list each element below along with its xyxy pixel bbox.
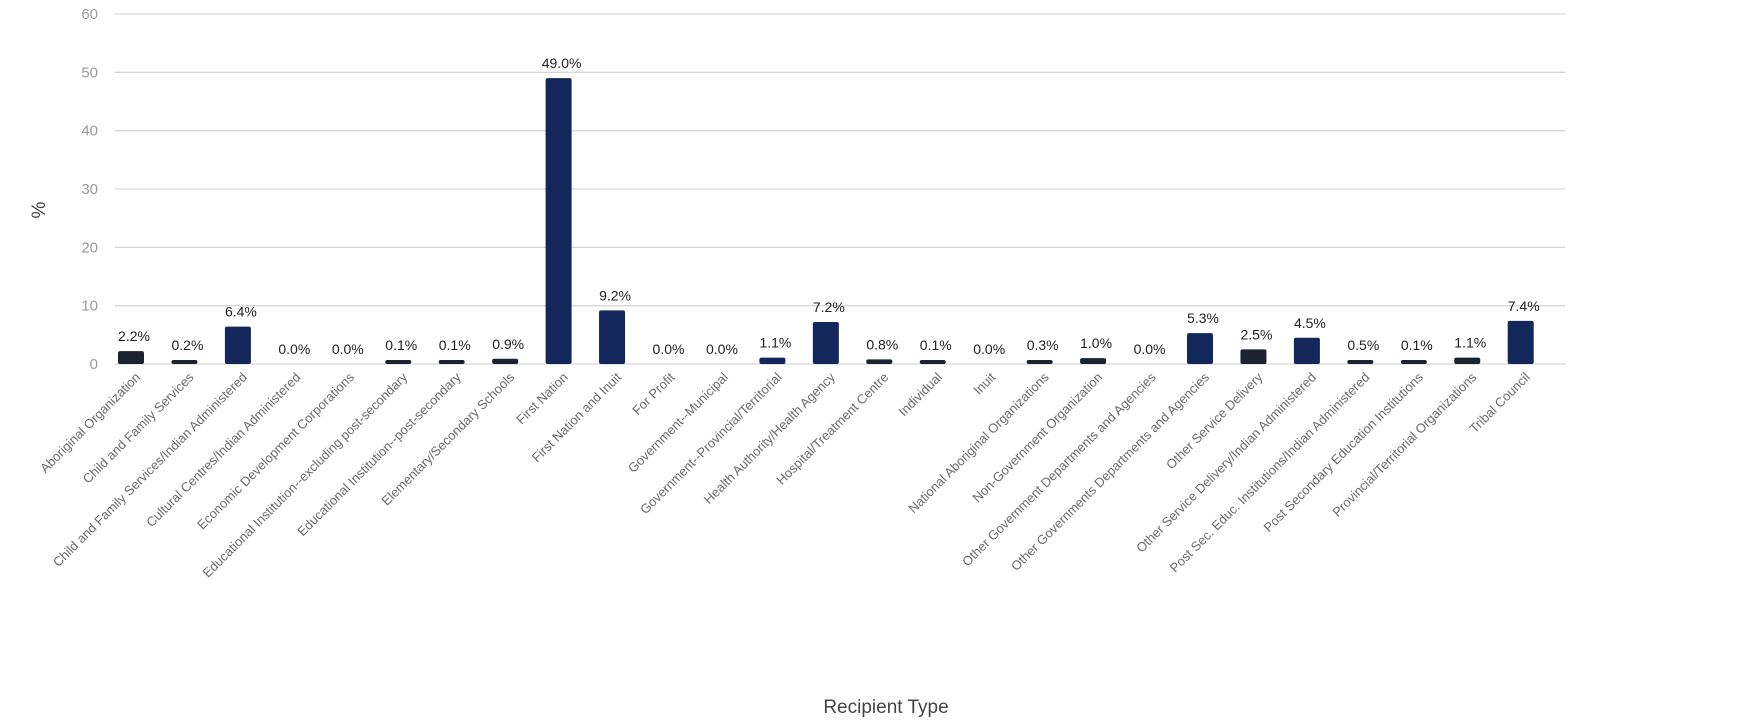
y-tick-label: 30 bbox=[81, 181, 98, 198]
data-label: 0.0% bbox=[653, 341, 685, 357]
data-label: 0.1% bbox=[439, 337, 471, 353]
x-tick-label: Inuit bbox=[970, 369, 998, 397]
y-tick-label: 10 bbox=[81, 298, 98, 315]
bar bbox=[1026, 360, 1053, 364]
x-tick-label: Other Governments Departments and Agenci… bbox=[1008, 369, 1213, 574]
data-label: 0.0% bbox=[706, 341, 738, 357]
data-label: 0.8% bbox=[866, 336, 898, 352]
y-tick-label: 0 bbox=[90, 356, 98, 373]
data-label: 4.5% bbox=[1294, 315, 1326, 331]
bars bbox=[118, 78, 1534, 365]
data-label: 0.0% bbox=[332, 341, 364, 357]
data-label: 2.2% bbox=[118, 328, 150, 344]
bar bbox=[1293, 337, 1320, 364]
data-label: 0.2% bbox=[171, 337, 203, 353]
data-label: 0.5% bbox=[1347, 337, 1379, 353]
bar bbox=[1187, 333, 1213, 364]
data-label: 1.0% bbox=[1080, 335, 1112, 351]
data-label: 1.1% bbox=[759, 335, 791, 351]
bar bbox=[492, 358, 519, 364]
x-axis-title: Recipient Type bbox=[823, 697, 948, 718]
y-tick-label: 60 bbox=[81, 6, 98, 23]
bar bbox=[118, 351, 144, 364]
bar bbox=[385, 360, 412, 364]
data-label: 7.2% bbox=[813, 299, 845, 315]
data-label: 49.0% bbox=[542, 55, 582, 71]
x-tick-label: First Nation bbox=[513, 370, 571, 428]
data-label: 9.2% bbox=[599, 287, 631, 303]
bar bbox=[919, 360, 946, 364]
data-label: 0.0% bbox=[973, 341, 1005, 357]
bar bbox=[1454, 357, 1481, 364]
data-label: 5.3% bbox=[1187, 310, 1219, 326]
bar bbox=[1400, 360, 1427, 364]
data-label: 0.1% bbox=[1401, 337, 1433, 353]
x-tick-label: Individual bbox=[895, 369, 945, 419]
data-label: 2.5% bbox=[1240, 326, 1272, 342]
bar bbox=[171, 360, 198, 364]
data-label: 0.3% bbox=[1027, 337, 1059, 353]
bar bbox=[1240, 349, 1267, 364]
bar bbox=[545, 78, 572, 365]
x-tick-label: Child and Family Services/Indian Adminis… bbox=[50, 370, 250, 570]
data-label: 1.1% bbox=[1454, 335, 1486, 351]
bar bbox=[438, 360, 465, 364]
x-tick-label: First Nation and Inuit bbox=[529, 369, 625, 465]
x-tick-label: Other Service Delivery bbox=[1163, 369, 1266, 472]
y-tick-label: 50 bbox=[81, 64, 98, 81]
bar bbox=[1507, 320, 1534, 364]
x-tick-label: For Profit bbox=[629, 369, 678, 418]
bar bbox=[1347, 360, 1374, 364]
data-label: 0.9% bbox=[492, 336, 524, 352]
x-tick-label: Other Government Departments and Agencie… bbox=[959, 369, 1159, 569]
bar bbox=[1080, 358, 1107, 364]
gridlines bbox=[115, 13, 1565, 365]
x-tick-label: Child and Family Services bbox=[80, 369, 197, 486]
data-label: 6.4% bbox=[225, 304, 257, 320]
data-label: 0.1% bbox=[385, 337, 417, 353]
x-tick-label: Post Sec. Educ. Institutions/Indian Admi… bbox=[1167, 370, 1373, 576]
data-label: 7.4% bbox=[1508, 298, 1540, 314]
y-tick-label: 20 bbox=[81, 239, 98, 256]
y-axis-ticks: 0 10 20 30 40 50 60 bbox=[81, 6, 98, 373]
x-tick-label: Hospital/Treatment Centre bbox=[773, 370, 891, 488]
x-tick-label: Government--Municipal bbox=[625, 369, 731, 475]
bar bbox=[812, 322, 839, 364]
x-tick-label: Aboriginal Organization bbox=[37, 370, 143, 476]
bar bbox=[759, 357, 786, 364]
bar bbox=[224, 326, 251, 364]
data-label: 0.0% bbox=[1134, 341, 1166, 357]
data-labels: 2.2% 0.2% 6.4% 0.0% 0.0% 0.1% 0.1% 0.9% 49.0% 9.2… bbox=[118, 55, 1540, 357]
y-axis-title: % bbox=[29, 201, 50, 218]
data-label: 0.0% bbox=[278, 341, 310, 357]
bar bbox=[866, 359, 893, 364]
bar bbox=[599, 310, 626, 364]
x-tick-label: Educational Institution--excluding post-… bbox=[199, 369, 410, 580]
y-tick-label: 40 bbox=[81, 123, 98, 140]
data-label: 0.1% bbox=[920, 337, 952, 353]
